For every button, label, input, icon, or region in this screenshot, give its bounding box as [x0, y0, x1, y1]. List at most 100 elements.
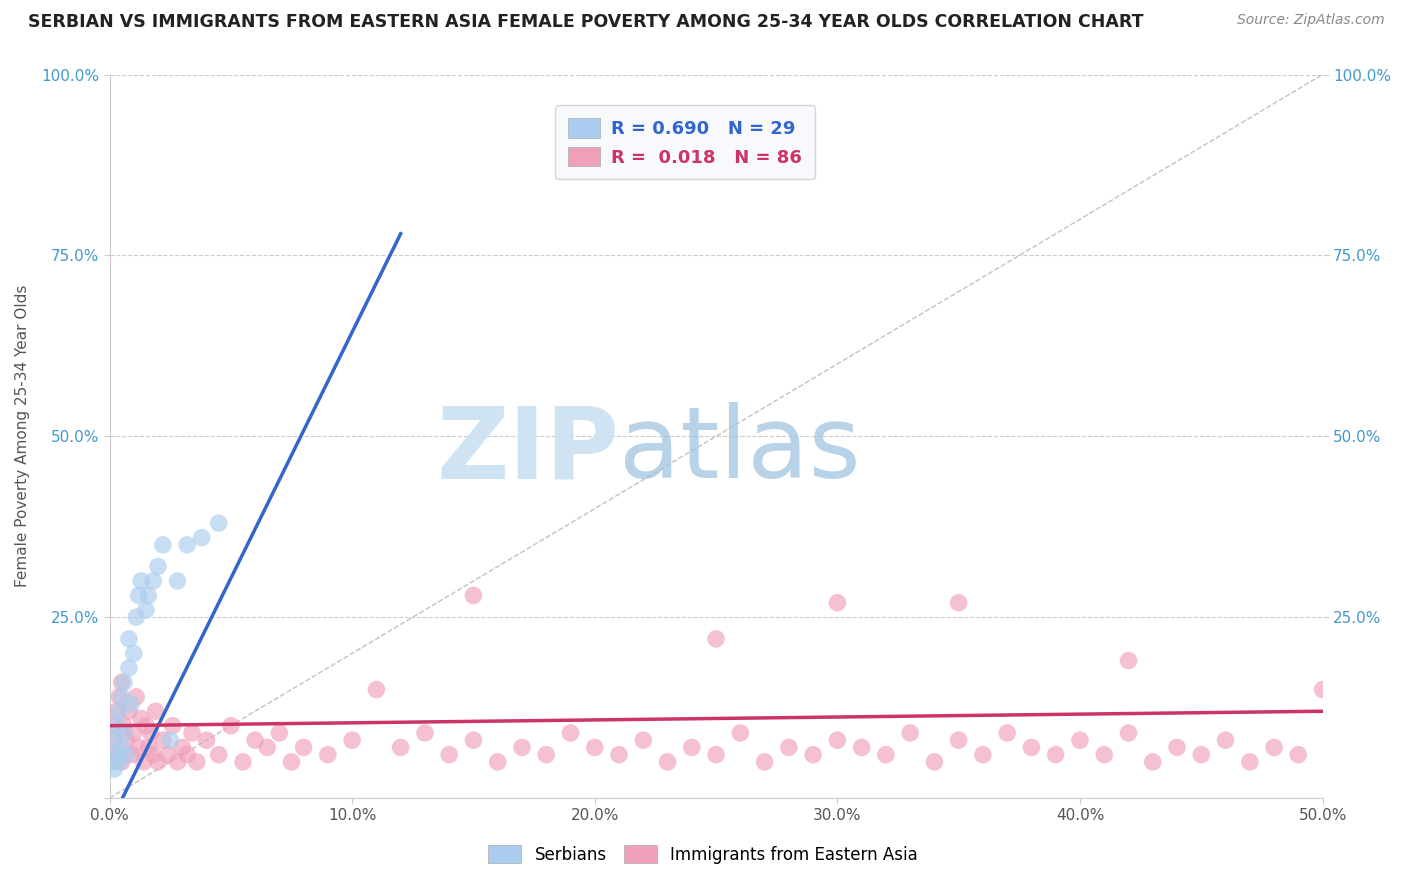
Text: Source: ZipAtlas.com: Source: ZipAtlas.com — [1237, 13, 1385, 28]
Point — [1215, 733, 1237, 747]
Point — [111, 740, 134, 755]
Point — [1021, 740, 1043, 755]
Point — [125, 690, 148, 704]
Point — [730, 726, 752, 740]
Point — [128, 589, 150, 603]
Point — [156, 747, 179, 762]
Point — [754, 755, 776, 769]
Point — [162, 719, 184, 733]
Point — [280, 755, 302, 769]
Point — [101, 755, 124, 769]
Point — [1045, 747, 1067, 762]
Point — [827, 596, 849, 610]
Point — [118, 632, 141, 646]
Point — [111, 675, 134, 690]
Point — [1092, 747, 1115, 762]
Point — [534, 747, 557, 762]
Point — [851, 740, 873, 755]
Point — [108, 704, 131, 718]
Point — [181, 726, 204, 740]
Point — [583, 740, 606, 755]
Point — [135, 719, 157, 733]
Point — [166, 755, 188, 769]
Point — [219, 719, 242, 733]
Text: ZIP: ZIP — [436, 402, 619, 500]
Point — [1312, 682, 1334, 697]
Point — [122, 726, 145, 740]
Point — [118, 661, 141, 675]
Point — [101, 719, 124, 733]
Point — [1239, 755, 1261, 769]
Point — [111, 755, 134, 769]
Point — [138, 589, 160, 603]
Point — [103, 733, 125, 747]
Point — [122, 646, 145, 660]
Point — [159, 733, 181, 747]
Point — [633, 733, 655, 747]
Point — [1142, 755, 1164, 769]
Point — [132, 755, 155, 769]
Point — [657, 755, 679, 769]
Point — [190, 531, 212, 545]
Point — [115, 733, 138, 747]
Point — [366, 682, 388, 697]
Y-axis label: Female Poverty Among 25-34 Year Olds: Female Poverty Among 25-34 Year Olds — [15, 285, 30, 588]
Point — [924, 755, 946, 769]
Point — [172, 740, 194, 755]
Point — [256, 740, 278, 755]
Point — [827, 733, 849, 747]
Point — [195, 733, 218, 747]
Point — [1263, 740, 1285, 755]
Point — [166, 574, 188, 588]
Text: atlas: atlas — [619, 402, 860, 500]
Point — [108, 690, 131, 704]
Point — [146, 559, 169, 574]
Point — [111, 690, 134, 704]
Point — [681, 740, 703, 755]
Point — [103, 733, 125, 747]
Point — [129, 574, 152, 588]
Point — [128, 740, 150, 755]
Point — [186, 755, 208, 769]
Point — [120, 747, 142, 762]
Point — [1189, 747, 1212, 762]
Point — [463, 589, 485, 603]
Point — [463, 733, 485, 747]
Point — [801, 747, 824, 762]
Point — [340, 733, 363, 747]
Point — [972, 747, 994, 762]
Point — [389, 740, 412, 755]
Point — [145, 704, 167, 718]
Point — [129, 711, 152, 725]
Point — [243, 733, 266, 747]
Point — [948, 733, 970, 747]
Point — [135, 603, 157, 617]
Text: SERBIAN VS IMMIGRANTS FROM EASTERN ASIA FEMALE POVERTY AMONG 25-34 YEAR OLDS COR: SERBIAN VS IMMIGRANTS FROM EASTERN ASIA … — [28, 13, 1143, 31]
Point — [1286, 747, 1309, 762]
Point — [232, 755, 254, 769]
Point — [152, 733, 174, 747]
Point — [105, 719, 128, 733]
Point — [176, 747, 198, 762]
Point — [1118, 654, 1140, 668]
Legend: Serbians, Immigrants from Eastern Asia: Serbians, Immigrants from Eastern Asia — [481, 838, 925, 871]
Point — [995, 726, 1018, 740]
Point — [510, 740, 533, 755]
Point — [142, 747, 165, 762]
Point — [112, 726, 135, 740]
Point — [292, 740, 315, 755]
Point — [898, 726, 921, 740]
Point — [208, 747, 231, 762]
Point — [208, 516, 231, 530]
Point — [704, 747, 727, 762]
Point — [560, 726, 582, 740]
Point — [108, 755, 131, 769]
Point — [437, 747, 460, 762]
Point — [115, 747, 138, 762]
Point — [139, 726, 162, 740]
Point — [1118, 726, 1140, 740]
Point — [138, 740, 160, 755]
Point — [105, 747, 128, 762]
Point — [105, 704, 128, 718]
Point — [704, 632, 727, 646]
